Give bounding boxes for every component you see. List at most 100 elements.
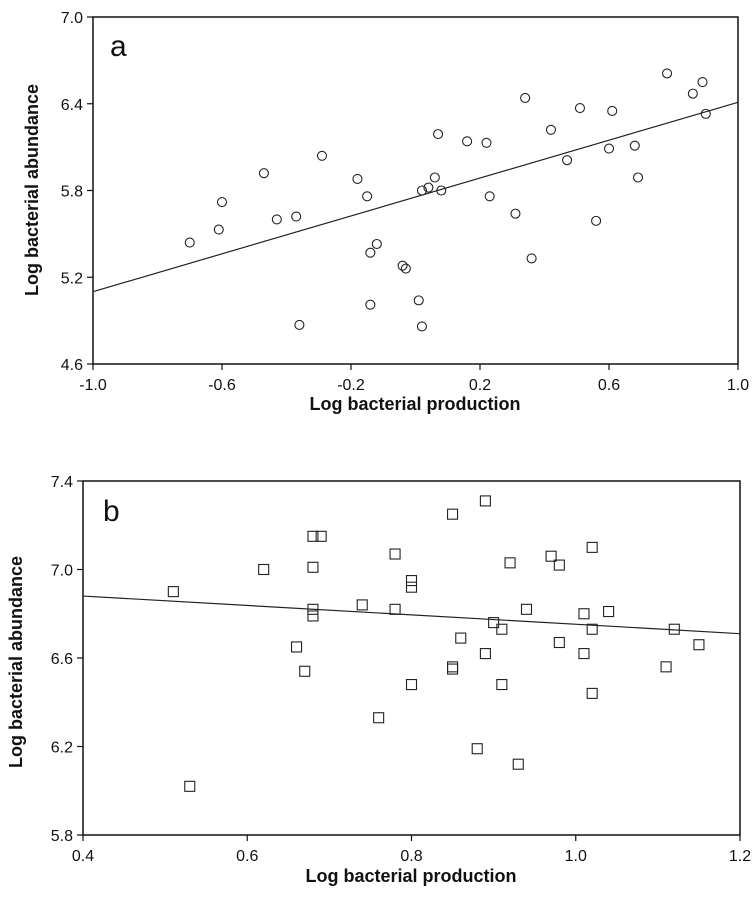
data-point (603, 605, 615, 618)
panel-a-label: a (110, 30, 127, 63)
y-tick-label: 5.8 (61, 184, 83, 201)
panel-a-ticks: -1.0 -0.6 -0.2 0.2 0.6 1.0 4.6 5.2 5.8 6.4 7.0 (61, 10, 749, 394)
data-point (400, 263, 411, 274)
data-point (184, 237, 195, 248)
y-tick-label: 7.0 (51, 563, 73, 580)
data-point (356, 599, 368, 611)
panel-b-chart: b Log bacterial production Log bacterial… (6, 474, 751, 886)
data-point (512, 758, 524, 770)
data-point (307, 603, 319, 615)
data-point (586, 541, 598, 553)
x-tick-label: 1.0 (565, 848, 587, 865)
data-point (397, 260, 408, 271)
y-tick-label: 6.4 (61, 97, 83, 114)
data-point (307, 530, 319, 542)
data-point (405, 678, 418, 691)
data-point (697, 77, 708, 88)
regression-line (82, 595, 741, 635)
x-tick-label: -1.0 (79, 377, 107, 394)
y-tick-label: 6.2 (51, 740, 73, 757)
data-point (693, 639, 705, 651)
data-point (562, 155, 573, 166)
data-point (447, 661, 459, 673)
data-point (553, 559, 565, 571)
y-tick-label: 7.0 (61, 10, 83, 27)
panel-a-y-axis-label: Log bacterial abundance (22, 84, 42, 296)
x-tick-label: 0.8 (400, 848, 422, 865)
data-point (687, 88, 698, 99)
data-point (258, 563, 270, 576)
data-point (429, 172, 440, 183)
data-point (405, 581, 418, 593)
data-point (578, 648, 590, 660)
data-point (591, 215, 602, 226)
panel-b-frame (82, 480, 741, 836)
data-point (258, 168, 269, 179)
data-point (660, 661, 672, 673)
data-point (545, 550, 557, 562)
data-point (488, 617, 500, 629)
data-point (504, 557, 516, 569)
panel-b-y-axis-label: Log bacterial abundance (6, 556, 26, 768)
data-point (484, 191, 495, 202)
data-point (371, 238, 382, 250)
data-point (629, 140, 640, 151)
data-point (307, 561, 319, 573)
data-point (479, 495, 491, 507)
data-point (316, 150, 328, 161)
data-point (291, 211, 302, 222)
y-tick-label: 5.2 (61, 270, 83, 287)
panel-b-points (167, 495, 705, 792)
data-point (455, 632, 467, 644)
panel-b-ticks: 0.4 0.6 0.8 1.0 1.2 5.8 6.2 6.6 7.0 7.4 (51, 474, 751, 865)
data-point (307, 610, 319, 622)
data-point (471, 743, 483, 755)
panel-b-label: b (103, 495, 120, 528)
data-point (413, 295, 424, 306)
data-point (496, 678, 508, 691)
y-tick-label: 5.8 (51, 828, 73, 845)
data-point (578, 608, 590, 620)
panel-a-fit (92, 101, 739, 293)
x-tick-label: -0.6 (208, 377, 236, 394)
panel-a-chart: a Log bacterial production Log bacterial… (22, 10, 749, 414)
data-point (216, 197, 228, 208)
data-point (545, 124, 557, 135)
data-point (481, 137, 492, 148)
data-point (299, 665, 311, 677)
data-point (271, 214, 282, 225)
x-tick-label: 0.6 (598, 377, 620, 394)
data-point (447, 508, 459, 520)
data-point (603, 143, 615, 154)
panel-b-x-axis-label: Log bacterial production (305, 866, 516, 886)
data-point (365, 247, 376, 258)
data-point (389, 603, 401, 615)
data-point (632, 172, 644, 183)
data-point (184, 780, 196, 792)
data-point (607, 105, 618, 117)
data-point (362, 191, 373, 202)
data-point (462, 136, 473, 147)
data-point (290, 641, 303, 653)
data-point (423, 182, 434, 193)
data-point (167, 586, 179, 598)
panel-a-points (184, 68, 711, 332)
data-point (433, 129, 444, 140)
data-point (586, 687, 598, 699)
panel-a-x-axis-label: Log bacterial production (309, 394, 520, 414)
data-point (553, 636, 565, 649)
data-point (365, 299, 376, 310)
data-point (436, 185, 447, 196)
y-tick-label: 6.6 (51, 651, 73, 668)
x-tick-label: 0.4 (72, 848, 94, 865)
x-tick-label: 0.2 (469, 377, 491, 394)
x-tick-label: -0.2 (337, 377, 365, 394)
data-point (352, 173, 363, 184)
x-tick-label: 1.2 (729, 848, 751, 865)
y-tick-label: 7.4 (51, 474, 73, 491)
data-point (447, 663, 459, 675)
data-point (510, 208, 521, 219)
data-point (586, 623, 598, 635)
data-point (213, 224, 224, 235)
